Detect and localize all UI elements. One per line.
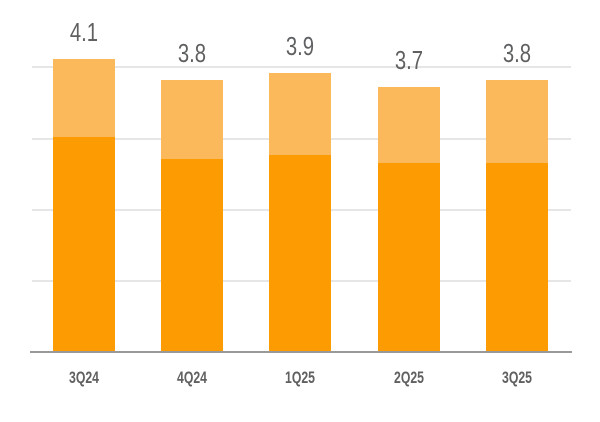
gridline-4: [32, 66, 571, 68]
bar-segment-lower: [378, 162, 440, 352]
total-value-label: 3.8: [177, 38, 207, 69]
bar-segment-upper: [486, 80, 548, 163]
bar-segment-lower: [486, 162, 548, 352]
bar-2Q25: [378, 87, 440, 352]
bar-segment-lower: [161, 158, 223, 352]
x-axis-tick-label: 3Q25: [502, 368, 532, 387]
bar-segment-upper: [161, 80, 223, 159]
bar-1Q25: [269, 73, 331, 352]
bar-segment-upper: [378, 87, 440, 163]
bar-4Q24: [161, 80, 223, 352]
total-value-label: 3.8: [502, 38, 532, 69]
total-value-label: 4.1: [69, 16, 99, 47]
total-value-label: 3.9: [285, 31, 315, 62]
x-axis-tick-label: 3Q24: [69, 368, 99, 387]
bar-segment-lower: [269, 155, 331, 352]
bar-3Q25: [486, 80, 548, 352]
bar-segment-lower: [53, 137, 115, 352]
x-axis-tick-label: 2Q25: [394, 368, 424, 387]
x-axis-tick-label: 4Q24: [177, 368, 207, 387]
bar-segment-upper: [53, 58, 115, 138]
x-axis-line: [30, 351, 572, 353]
x-axis-tick-label: 1Q25: [285, 368, 315, 387]
bar-3Q24: [53, 58, 115, 352]
bar-segment-upper: [269, 73, 331, 156]
total-value-label: 3.7: [394, 45, 424, 76]
